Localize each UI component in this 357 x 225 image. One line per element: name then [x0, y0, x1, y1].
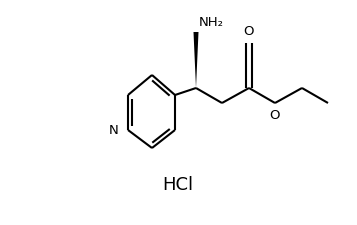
Text: HCl: HCl: [162, 176, 193, 194]
Text: O: O: [270, 109, 280, 122]
Text: NH₂: NH₂: [199, 16, 224, 29]
Polygon shape: [193, 32, 198, 88]
Text: O: O: [244, 25, 254, 38]
Text: N: N: [108, 124, 118, 137]
